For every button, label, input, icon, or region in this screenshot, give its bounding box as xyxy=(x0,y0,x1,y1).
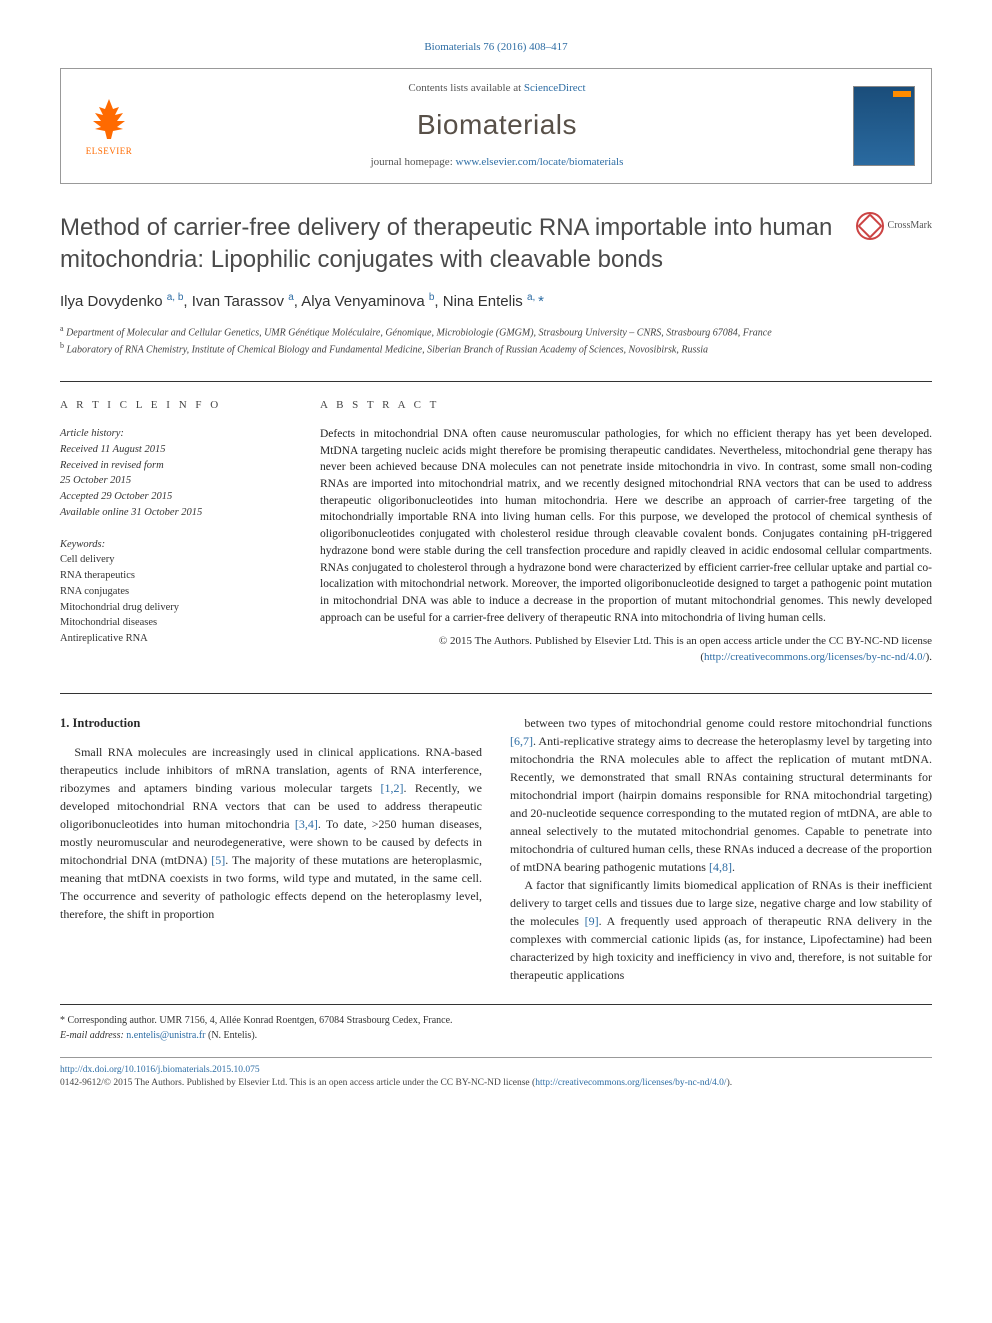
email-label: E-mail address: xyxy=(60,1030,126,1041)
elsevier-label: ELSEVIER xyxy=(86,145,133,158)
homepage-label: journal homepage: xyxy=(371,156,456,168)
meta-row: A R T I C L E I N F O Article history: R… xyxy=(60,381,932,665)
footer-license-link[interactable]: http://creativecommons.org/licenses/by-n… xyxy=(535,1078,726,1088)
crossmark-badge[interactable]: CrossMark xyxy=(856,212,932,240)
issn-line: 0142-9612/© 2015 The Authors. Published … xyxy=(60,1078,535,1088)
copyright-suffix: ). xyxy=(926,651,932,663)
contents-text: Contents lists available at xyxy=(408,82,523,94)
corresponding-email[interactable]: n.entelis@unistra.fr xyxy=(126,1030,205,1041)
citation-bar: Biomaterials 76 (2016) 408–417 xyxy=(60,40,932,56)
affiliation-a: a Department of Molecular and Cellular G… xyxy=(60,323,932,340)
affiliations: a Department of Molecular and Cellular G… xyxy=(60,323,932,358)
intro-para-2: between two types of mitochondrial genom… xyxy=(510,714,932,876)
journal-header: ELSEVIER Contents lists available at Sci… xyxy=(60,68,932,184)
license-link[interactable]: http://creativecommons.org/licenses/by-n… xyxy=(704,651,926,663)
history-label: Article history: xyxy=(60,428,124,439)
header-center: Contents lists available at ScienceDirec… xyxy=(157,81,837,171)
keywords-block: Keywords: Cell deliveryRNA therapeuticsR… xyxy=(60,537,280,647)
article-title: Method of carrier-free delivery of thera… xyxy=(60,212,836,274)
doi-link[interactable]: http://dx.doi.org/10.1016/j.biomaterials… xyxy=(60,1065,260,1075)
abstract-label: A B S T R A C T xyxy=(320,398,932,414)
email-suffix: (N. Entelis). xyxy=(206,1030,258,1041)
contents-line: Contents lists available at ScienceDirec… xyxy=(157,81,837,97)
authors-line: Ilya Dovydenko a, b, Ivan Tarassov a, Al… xyxy=(60,291,932,313)
keywords-label: Keywords: xyxy=(60,537,280,553)
homepage-line: journal homepage: www.elsevier.com/locat… xyxy=(157,155,837,171)
sciencedirect-link[interactable]: ScienceDirect xyxy=(524,82,586,94)
crossmark-label: CrossMark xyxy=(888,219,932,234)
title-row: Method of carrier-free delivery of thera… xyxy=(60,212,932,274)
intro-para-1: Small RNA molecules are increasingly use… xyxy=(60,743,482,923)
journal-cover-thumb xyxy=(853,86,915,166)
footer-suffix: ). xyxy=(727,1078,733,1088)
corresponding-footer: * Corresponding author. UMR 7156, 4, All… xyxy=(60,1004,932,1043)
abstract-col: A B S T R A C T Defects in mitochondrial… xyxy=(320,381,932,665)
elsevier-tree-icon xyxy=(85,95,133,143)
homepage-url[interactable]: www.elsevier.com/locate/biomaterials xyxy=(456,156,624,168)
article-history: Article history: Received 11 August 2015… xyxy=(60,426,280,521)
article-info-col: A R T I C L E I N F O Article history: R… xyxy=(60,381,280,665)
article-info-label: A R T I C L E I N F O xyxy=(60,398,280,414)
elsevier-logo: ELSEVIER xyxy=(77,90,141,162)
crossmark-icon xyxy=(856,212,884,240)
affiliation-b: b Laboratory of RNA Chemistry, Institute… xyxy=(60,340,932,357)
journal-name: Biomaterials xyxy=(157,105,837,146)
corresponding-note: * Corresponding author. UMR 7156, 4, All… xyxy=(60,1013,932,1028)
intro-heading: 1. Introduction xyxy=(60,714,482,733)
bottom-bar: http://dx.doi.org/10.1016/j.biomaterials… xyxy=(60,1057,932,1091)
abstract-text: Defects in mitochondrial DNA often cause… xyxy=(320,426,932,626)
body-text: 1. Introduction Small RNA molecules are … xyxy=(60,693,932,984)
abstract-copyright: © 2015 The Authors. Published by Elsevie… xyxy=(320,634,932,665)
email-line: E-mail address: n.entelis@unistra.fr (N.… xyxy=(60,1028,932,1043)
intro-para-3: A factor that significantly limits biome… xyxy=(510,876,932,984)
